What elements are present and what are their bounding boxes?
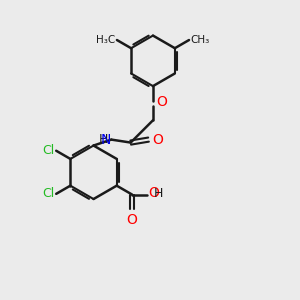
Text: O: O <box>152 133 163 147</box>
Text: N: N <box>101 133 111 147</box>
Text: Cl: Cl <box>42 144 54 157</box>
Text: O: O <box>127 213 138 227</box>
Text: O: O <box>148 186 159 200</box>
Text: O: O <box>157 95 167 110</box>
Text: H₃C: H₃C <box>96 35 116 45</box>
Text: CH₃: CH₃ <box>190 35 210 45</box>
Text: H: H <box>154 187 163 200</box>
Text: H: H <box>99 133 108 146</box>
Text: Cl: Cl <box>42 187 54 200</box>
